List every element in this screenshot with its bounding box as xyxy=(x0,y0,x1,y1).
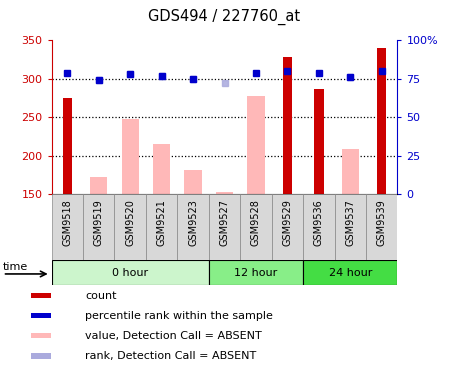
Bar xyxy=(31,313,51,318)
Text: rank, Detection Call = ABSENT: rank, Detection Call = ABSENT xyxy=(85,351,256,361)
Bar xyxy=(209,194,240,260)
Bar xyxy=(153,144,170,194)
Text: GSM9520: GSM9520 xyxy=(125,199,135,246)
Text: count: count xyxy=(85,291,117,300)
Bar xyxy=(31,333,51,339)
Text: 12 hour: 12 hour xyxy=(234,268,277,278)
Text: GSM9518: GSM9518 xyxy=(62,199,72,246)
Bar xyxy=(377,48,387,194)
Bar xyxy=(303,260,397,285)
Text: 24 hour: 24 hour xyxy=(329,268,372,278)
Text: GSM9528: GSM9528 xyxy=(251,199,261,246)
Bar xyxy=(283,57,292,194)
Text: percentile rank within the sample: percentile rank within the sample xyxy=(85,311,273,321)
Bar xyxy=(366,194,397,260)
Text: GSM9519: GSM9519 xyxy=(94,199,104,246)
Bar xyxy=(303,194,335,260)
Text: value, Detection Call = ABSENT: value, Detection Call = ABSENT xyxy=(85,331,262,341)
Text: GSM9523: GSM9523 xyxy=(188,199,198,246)
Text: GSM9536: GSM9536 xyxy=(314,199,324,246)
Bar xyxy=(335,194,366,260)
Bar xyxy=(90,177,107,194)
Text: 0 hour: 0 hour xyxy=(112,268,148,278)
Text: GSM9521: GSM9521 xyxy=(157,199,167,246)
Bar xyxy=(63,98,72,194)
Text: GSM9539: GSM9539 xyxy=(377,199,387,246)
Bar xyxy=(52,194,83,260)
Bar xyxy=(209,260,303,285)
Bar xyxy=(272,194,303,260)
Text: GSM9529: GSM9529 xyxy=(282,199,292,246)
Bar xyxy=(314,89,324,194)
Bar xyxy=(177,194,209,260)
Bar xyxy=(342,149,359,194)
Bar xyxy=(122,119,139,194)
Bar xyxy=(185,170,202,194)
Text: GDS494 / 227760_at: GDS494 / 227760_at xyxy=(149,9,300,25)
Text: GSM9527: GSM9527 xyxy=(220,199,229,246)
Text: GSM9537: GSM9537 xyxy=(345,199,355,246)
Bar xyxy=(146,194,177,260)
Bar xyxy=(216,193,233,194)
Text: time: time xyxy=(3,262,28,272)
Bar xyxy=(247,96,264,194)
Bar xyxy=(83,194,114,260)
Bar xyxy=(31,293,51,298)
Bar xyxy=(114,194,146,260)
Bar xyxy=(52,260,209,285)
Bar xyxy=(31,353,51,359)
Bar xyxy=(240,194,272,260)
